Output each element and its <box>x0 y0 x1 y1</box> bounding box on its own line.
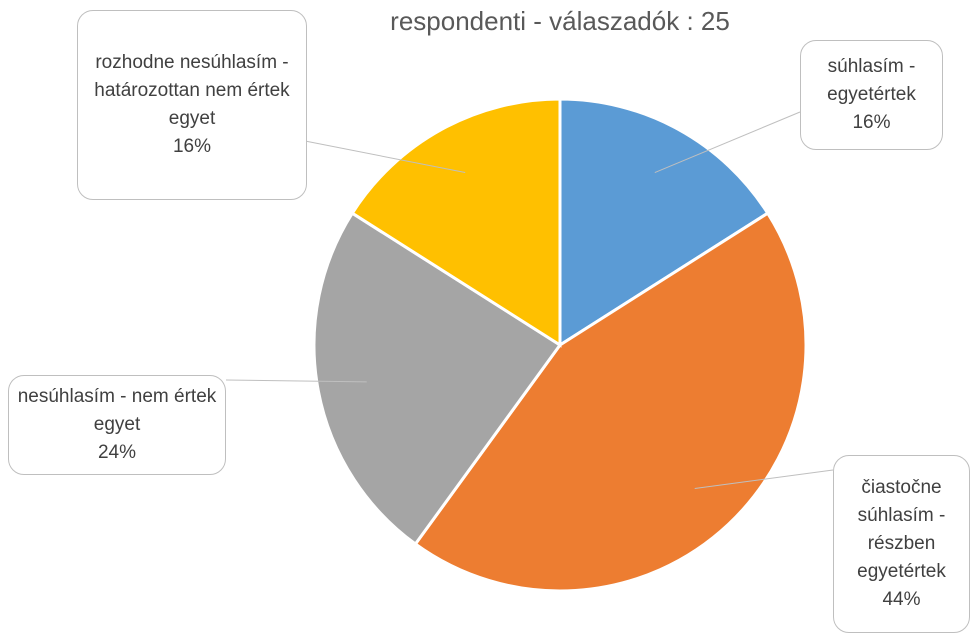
category-label: čiastočne súhlasím - részben egyetértek <box>857 477 946 582</box>
leader-line <box>654 111 801 174</box>
category-label: nesúhlasím - nem értek egyet <box>17 386 217 435</box>
chart-title: respondenti - válaszadók : 25 <box>390 6 730 36</box>
value-label: 44% <box>882 589 921 610</box>
data-label: rozhodne nesúhlasím - határozottan nem é… <box>77 10 307 200</box>
leader-line <box>694 469 834 489</box>
value-label: 16% <box>852 112 891 133</box>
value-label: 24% <box>97 442 137 463</box>
data-label: súhlasím - egyetértek 16% <box>800 40 943 150</box>
leader-line <box>299 139 466 174</box>
category-label: súhlasím - egyetértek <box>827 56 916 105</box>
pie-slice <box>558 97 770 348</box>
pie-slice <box>312 211 563 547</box>
pie-slice <box>413 211 808 593</box>
data-label: nesúhlasím - nem értek egyet 24% <box>8 375 226 475</box>
value-label: 16% <box>172 136 212 157</box>
data-label: čiastočne súhlasím - részben egyetértek 4… <box>833 455 970 633</box>
category-label: rozhodne nesúhlasím - határozottan nem é… <box>94 52 290 129</box>
leader-line <box>225 379 367 383</box>
